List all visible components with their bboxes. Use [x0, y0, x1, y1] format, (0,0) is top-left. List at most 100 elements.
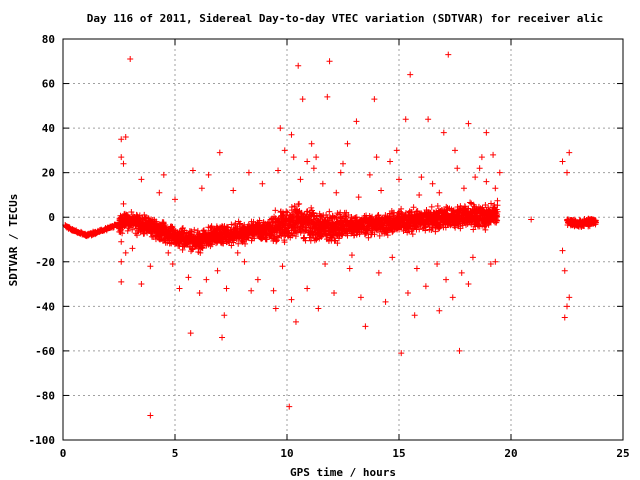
data-point: [407, 71, 414, 78]
data-point: [203, 276, 210, 283]
band-point: [592, 217, 599, 224]
band-point: [443, 203, 450, 210]
data-point: [160, 171, 167, 178]
data-point: [277, 125, 284, 132]
data-point: [129, 245, 136, 252]
y-tick-label: -100: [29, 434, 56, 447]
data-point: [355, 194, 362, 201]
band-point: [457, 225, 464, 232]
data-point: [297, 176, 304, 183]
band-point: [345, 211, 352, 218]
band-point: [410, 204, 417, 211]
data-point: [404, 289, 411, 296]
data-point: [187, 330, 194, 337]
data-point: [310, 165, 317, 172]
band-point: [291, 202, 298, 209]
data-point: [340, 160, 346, 167]
data-point: [362, 323, 369, 330]
data-point: [333, 189, 340, 196]
band-point: [283, 208, 290, 215]
band-point: [191, 226, 198, 233]
data-point: [241, 258, 248, 265]
data-point: [411, 312, 418, 319]
data-point: [429, 180, 436, 187]
data-point: [434, 261, 441, 268]
data-point: [288, 131, 295, 138]
band-point: [384, 232, 391, 239]
band-point: [272, 207, 279, 214]
data-point: [122, 134, 129, 141]
data-point: [344, 140, 351, 147]
data-point: [425, 116, 432, 123]
data-point: [326, 58, 333, 65]
data-point: [118, 136, 125, 143]
data-point: [290, 154, 297, 161]
data-point: [378, 187, 385, 194]
data-point: [469, 254, 476, 261]
x-tick-label: 25: [616, 447, 629, 460]
grid: [63, 39, 623, 440]
data-point: [373, 154, 380, 161]
data-point: [436, 189, 443, 196]
data-point: [492, 258, 499, 265]
data-point: [120, 200, 127, 207]
y-tick-label: -20: [35, 256, 55, 269]
band-point: [465, 205, 472, 212]
axis-ticks: 0 5 10 15 20 25 -100 -80 -60 -40 -20 0 20 40 60 80: [29, 33, 630, 460]
data-point: [456, 347, 463, 354]
data-point: [393, 147, 400, 154]
data-point: [440, 129, 447, 136]
y-tick-label: 0: [48, 211, 55, 224]
x-axis-label: GPS time / hours: [290, 466, 396, 479]
data-point: [319, 180, 326, 187]
band-point: [119, 230, 126, 237]
data-point: [214, 267, 221, 274]
data-point: [245, 169, 252, 176]
data-point: [275, 167, 282, 174]
data-point: [357, 294, 364, 301]
band-point: [326, 208, 333, 215]
band-point: [371, 231, 378, 238]
data-point: [375, 269, 382, 276]
band-point: [365, 234, 372, 241]
data-point: [559, 158, 566, 165]
band-point: [156, 236, 163, 243]
band-point: [235, 240, 242, 247]
data-point: [389, 254, 396, 261]
data-point: [248, 287, 255, 294]
data-point: [564, 169, 570, 176]
data-point: [304, 285, 311, 292]
data-point: [219, 334, 226, 341]
data-point: [496, 169, 503, 176]
band-point: [482, 226, 489, 233]
data-point: [418, 174, 425, 181]
data-point: [223, 285, 230, 292]
y-tick-label: -60: [35, 345, 55, 358]
data-point: [483, 129, 490, 136]
data-point: [230, 187, 237, 194]
data-point: [127, 56, 134, 63]
data-point: [315, 305, 322, 312]
data-point: [270, 287, 277, 294]
data-point: [216, 149, 223, 156]
x-tick-label: 5: [172, 447, 179, 460]
data-point: [413, 265, 420, 272]
data-point: [138, 176, 145, 183]
data-point: [366, 171, 373, 178]
data-point: [118, 278, 125, 285]
data-point: [387, 158, 394, 165]
data-point: [478, 154, 485, 161]
data-point: [371, 96, 378, 103]
data-point: [396, 176, 402, 183]
data-point: [304, 158, 311, 165]
band-point: [153, 218, 160, 225]
band-point: [376, 232, 383, 239]
band-point: [334, 240, 341, 247]
band-point: [288, 204, 295, 211]
data-point: [185, 274, 192, 281]
y-tick-label: -40: [35, 300, 55, 313]
data-point: [189, 167, 196, 174]
data-point: [313, 154, 320, 161]
data-point: [322, 261, 329, 268]
